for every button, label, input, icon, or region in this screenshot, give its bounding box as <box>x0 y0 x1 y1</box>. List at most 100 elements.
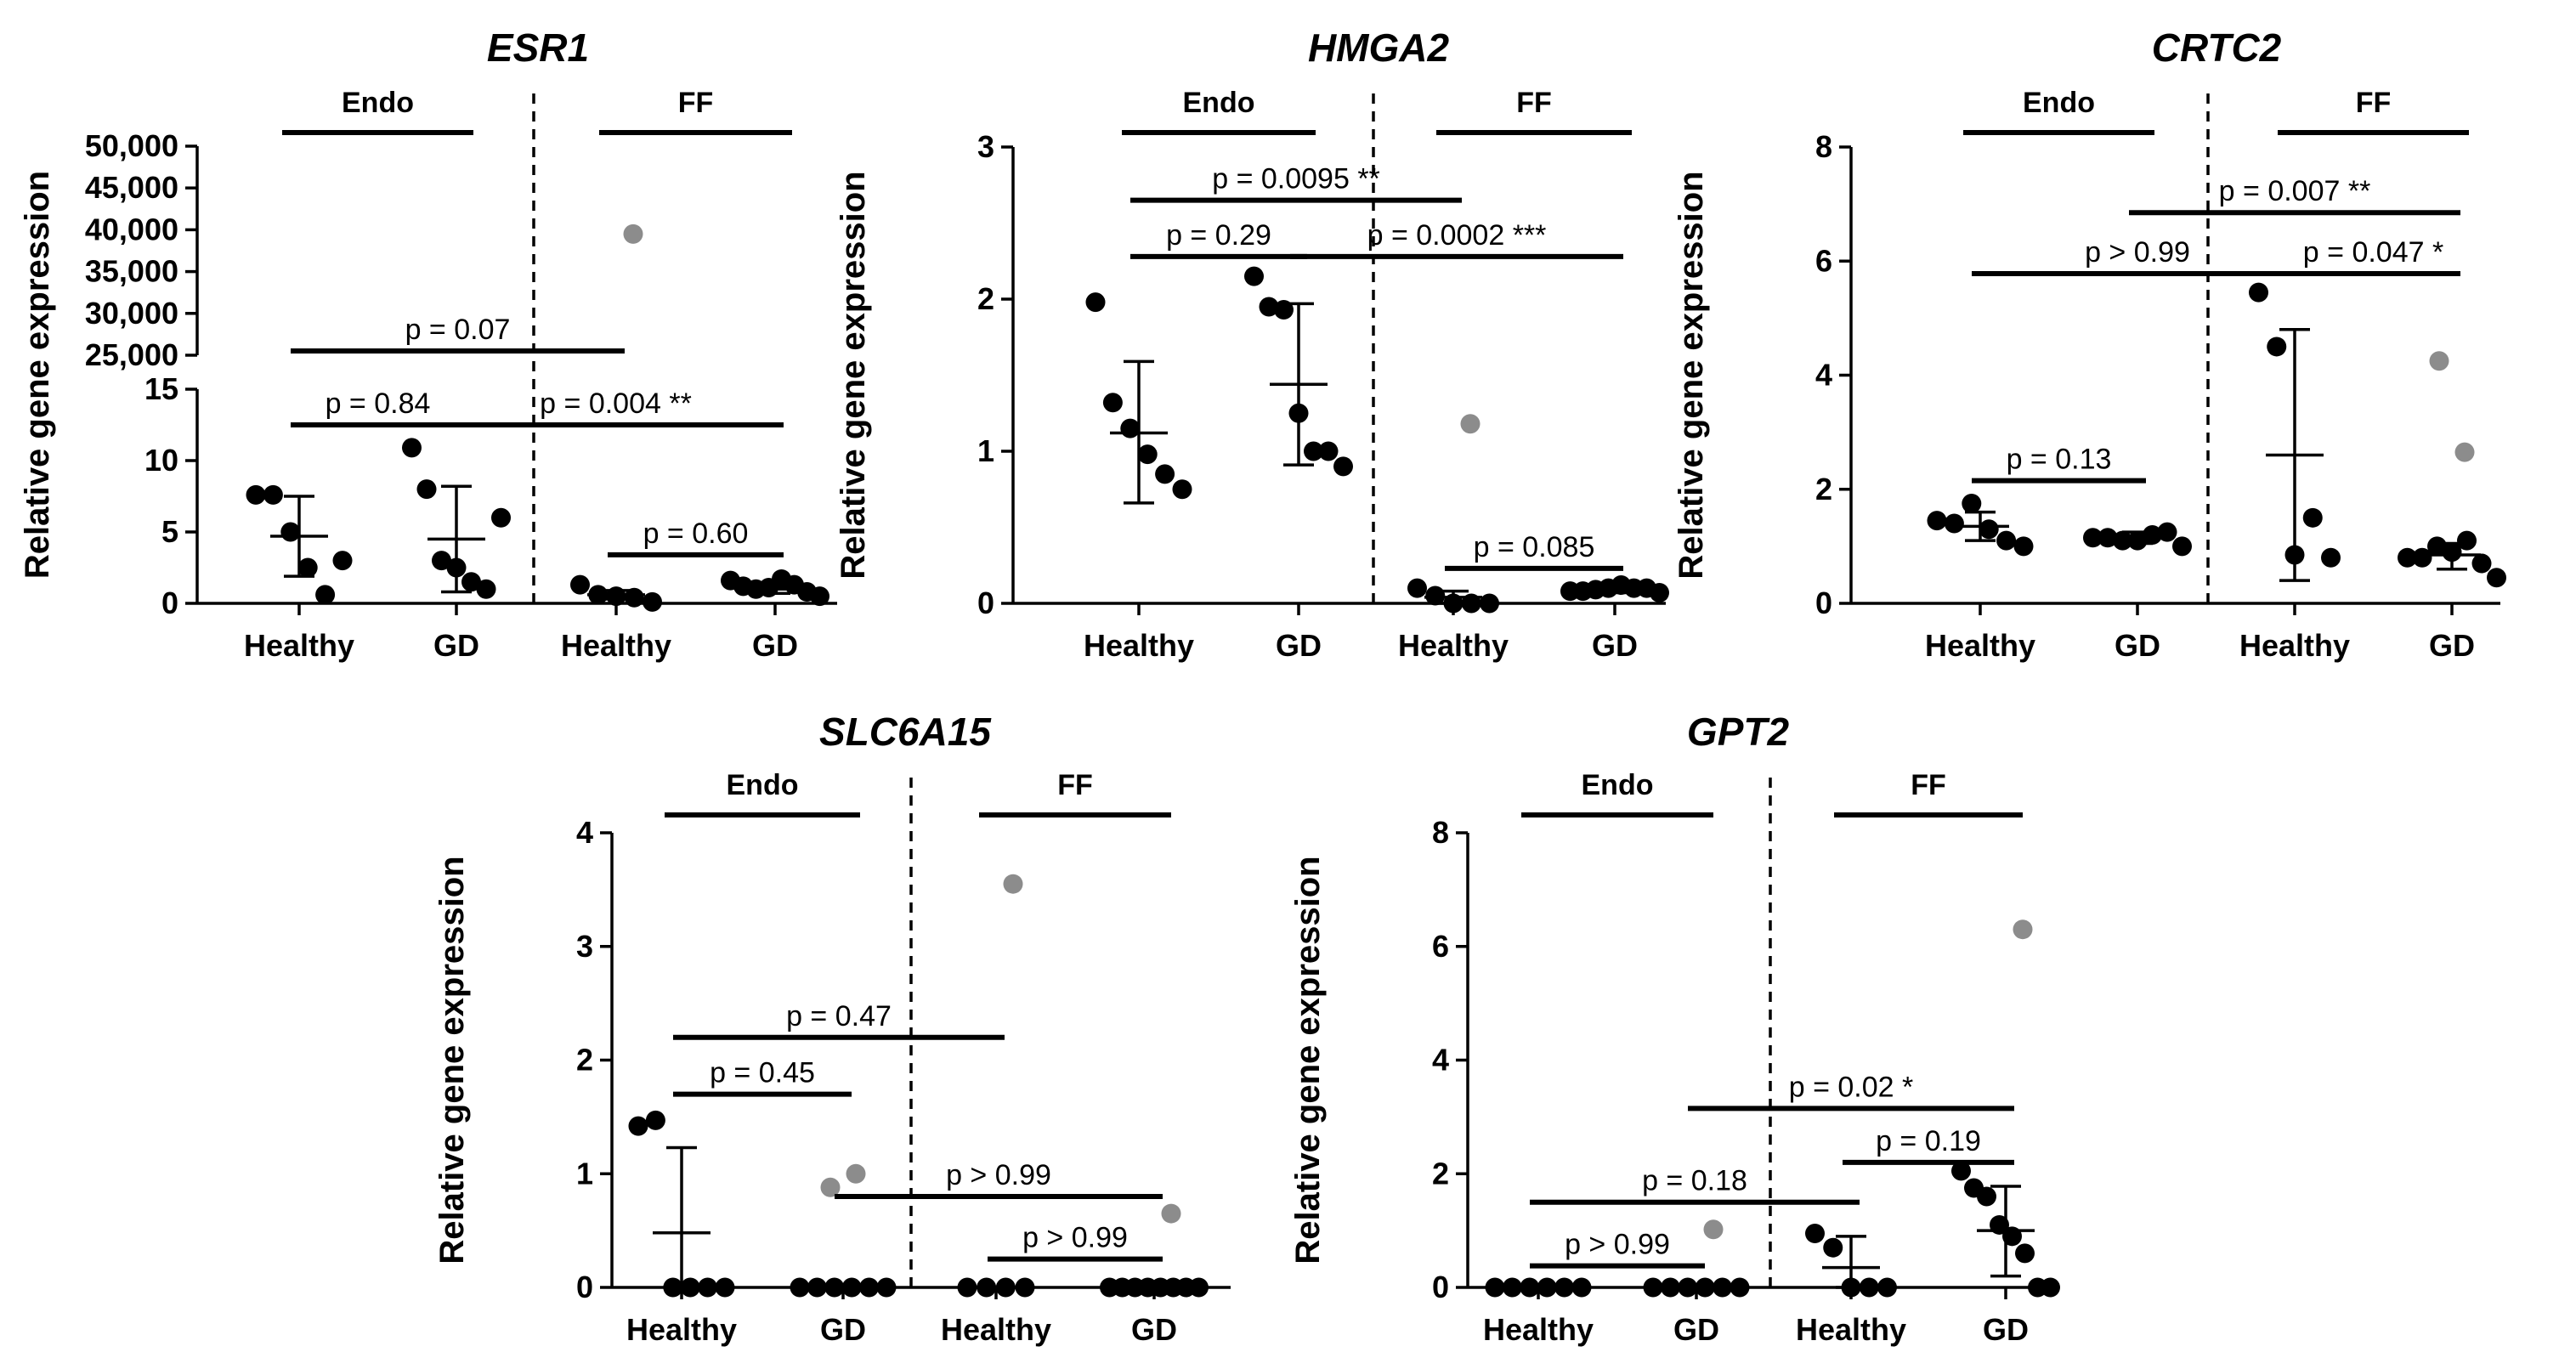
data-point <box>2172 536 2192 557</box>
p-value-label: p = 0.0095 ** <box>1212 163 1380 195</box>
p-value-label: p > 0.99 <box>1022 1222 1128 1254</box>
data-point <box>2398 547 2417 568</box>
x-tick-label: Healthy <box>1925 628 2035 663</box>
data-point <box>1730 1277 1750 1298</box>
x-tick-label: GD <box>1592 628 1638 663</box>
data-point <box>1650 582 1669 602</box>
data-point <box>476 579 496 599</box>
data-point <box>1877 1277 1897 1298</box>
data-point <box>1951 1161 1971 1181</box>
outlier-point <box>846 1163 866 1184</box>
p-value-label: p = 0.02 * <box>1789 1071 1914 1103</box>
y-tick-label: 0 <box>1815 585 1832 620</box>
chart-title: HMGA2 <box>1308 25 1450 70</box>
data-point <box>628 1116 648 1136</box>
y-tick-label: 4 <box>576 815 593 850</box>
y-tick-label: 0 <box>1432 1270 1449 1304</box>
data-point <box>1823 1237 1843 1258</box>
data-point <box>876 1277 897 1298</box>
x-tick-label: Healthy <box>1483 1312 1594 1347</box>
data-point <box>1172 479 1192 500</box>
data-point <box>1333 456 1353 477</box>
hmga2-panel: HMGA2 Relative gene expression 0 1 2 3 Healthy… <box>835 25 1669 663</box>
outlier-point <box>623 223 643 244</box>
data-point <box>332 551 353 571</box>
x-tick-label: GD <box>752 628 798 663</box>
y-tick-label: 6 <box>1432 929 1449 964</box>
data-point <box>2302 507 2323 528</box>
y-tick-label: 5 <box>161 514 178 549</box>
y-axis-label: Relative gene expression <box>1673 171 1710 579</box>
outlier-point <box>1003 874 1023 894</box>
data-point <box>315 585 336 605</box>
y-tick-label: 2 <box>1815 472 1832 506</box>
group-label: Endo <box>2023 87 2095 119</box>
data-point <box>2143 524 2162 545</box>
data-point <box>432 551 451 571</box>
data-point <box>461 572 481 592</box>
y-tick-label: 3 <box>576 929 593 964</box>
data-point <box>416 479 437 500</box>
x-tick-label: Healthy <box>561 628 671 663</box>
p-value-label: p = 0.07 <box>405 314 511 346</box>
x-tick-label: Healthy <box>1084 628 1194 663</box>
data-point <box>810 586 829 607</box>
data-point <box>2457 530 2477 551</box>
y-tick-label: 6 <box>1815 243 1832 278</box>
group-label: FF <box>1516 87 1552 119</box>
data-point <box>1480 593 1499 614</box>
outlier-point <box>820 1177 841 1197</box>
y-tick-label: 8 <box>1432 815 1449 850</box>
y-tick-label: 3 <box>977 129 994 164</box>
group-label: FF <box>1057 769 1093 801</box>
y-tick-label: 2 <box>576 1043 593 1078</box>
crtc2-panel: CRTC2 Relative gene expression 0 2 4 6 8 Health… <box>1673 25 2506 663</box>
y-tick-label-upper: 50,000 <box>85 128 178 163</box>
data-point <box>2267 337 2287 357</box>
data-point <box>1318 441 1339 461</box>
x-tick-label: GD <box>1131 1312 1177 1347</box>
chart-title: CRTC2 <box>2152 25 2282 70</box>
chart-title: SLC6A15 <box>819 710 992 754</box>
data-point <box>1944 513 1964 534</box>
p-value-label: p = 0.0002 *** <box>1367 219 1547 252</box>
x-tick-label: GD <box>2115 628 2160 663</box>
group-label: Endo <box>1582 769 1654 801</box>
data-point <box>1571 1277 1592 1298</box>
data-point <box>715 1277 735 1298</box>
x-tick-label: Healthy <box>244 628 354 663</box>
y-tick-label-upper: 25,000 <box>85 337 178 372</box>
gpt2-panel: GPT2 Relative gene expression 0 2 4 6 8 Healthy… <box>1289 710 2060 1347</box>
data-point <box>246 484 266 505</box>
chart-title: GPT2 <box>1687 710 1790 754</box>
x-tick-label: GD <box>433 628 479 663</box>
group-label: FF <box>2356 87 2392 119</box>
data-point <box>2471 553 2492 574</box>
p-value-label: p = 0.18 <box>1642 1165 1747 1197</box>
group-label: FF <box>1911 769 1946 801</box>
data-point <box>1155 464 1175 484</box>
p-value-label: p = 0.007 ** <box>2219 175 2371 207</box>
x-tick-label: Healthy <box>941 1312 1051 1347</box>
data-point <box>1977 1186 1996 1207</box>
data-point <box>2041 1277 2060 1298</box>
x-tick-label: GD <box>820 1312 866 1347</box>
p-value-label: p = 0.13 <box>2007 444 2112 476</box>
y-tick-label: 0 <box>576 1270 593 1304</box>
data-point <box>2083 528 2103 548</box>
y-tick-label: 0 <box>977 585 994 620</box>
data-point <box>2427 536 2447 557</box>
slc6a15-panel: SLC6A15 Relative gene expression 0 1 2 3 4 Heal… <box>433 710 1231 1347</box>
data-point <box>491 507 511 528</box>
y-tick-label: 8 <box>1815 129 1832 164</box>
x-tick-label: Healthy <box>626 1312 737 1347</box>
data-point <box>1304 441 1323 461</box>
p-value-label: p = 0.29 <box>1166 219 1271 252</box>
y-tick-label: 2 <box>1432 1156 1449 1191</box>
chart-title: ESR1 <box>487 25 589 70</box>
y-tick-label: 0 <box>161 585 178 620</box>
data-point <box>1259 297 1279 317</box>
data-point <box>643 591 662 612</box>
data-point <box>624 587 644 608</box>
